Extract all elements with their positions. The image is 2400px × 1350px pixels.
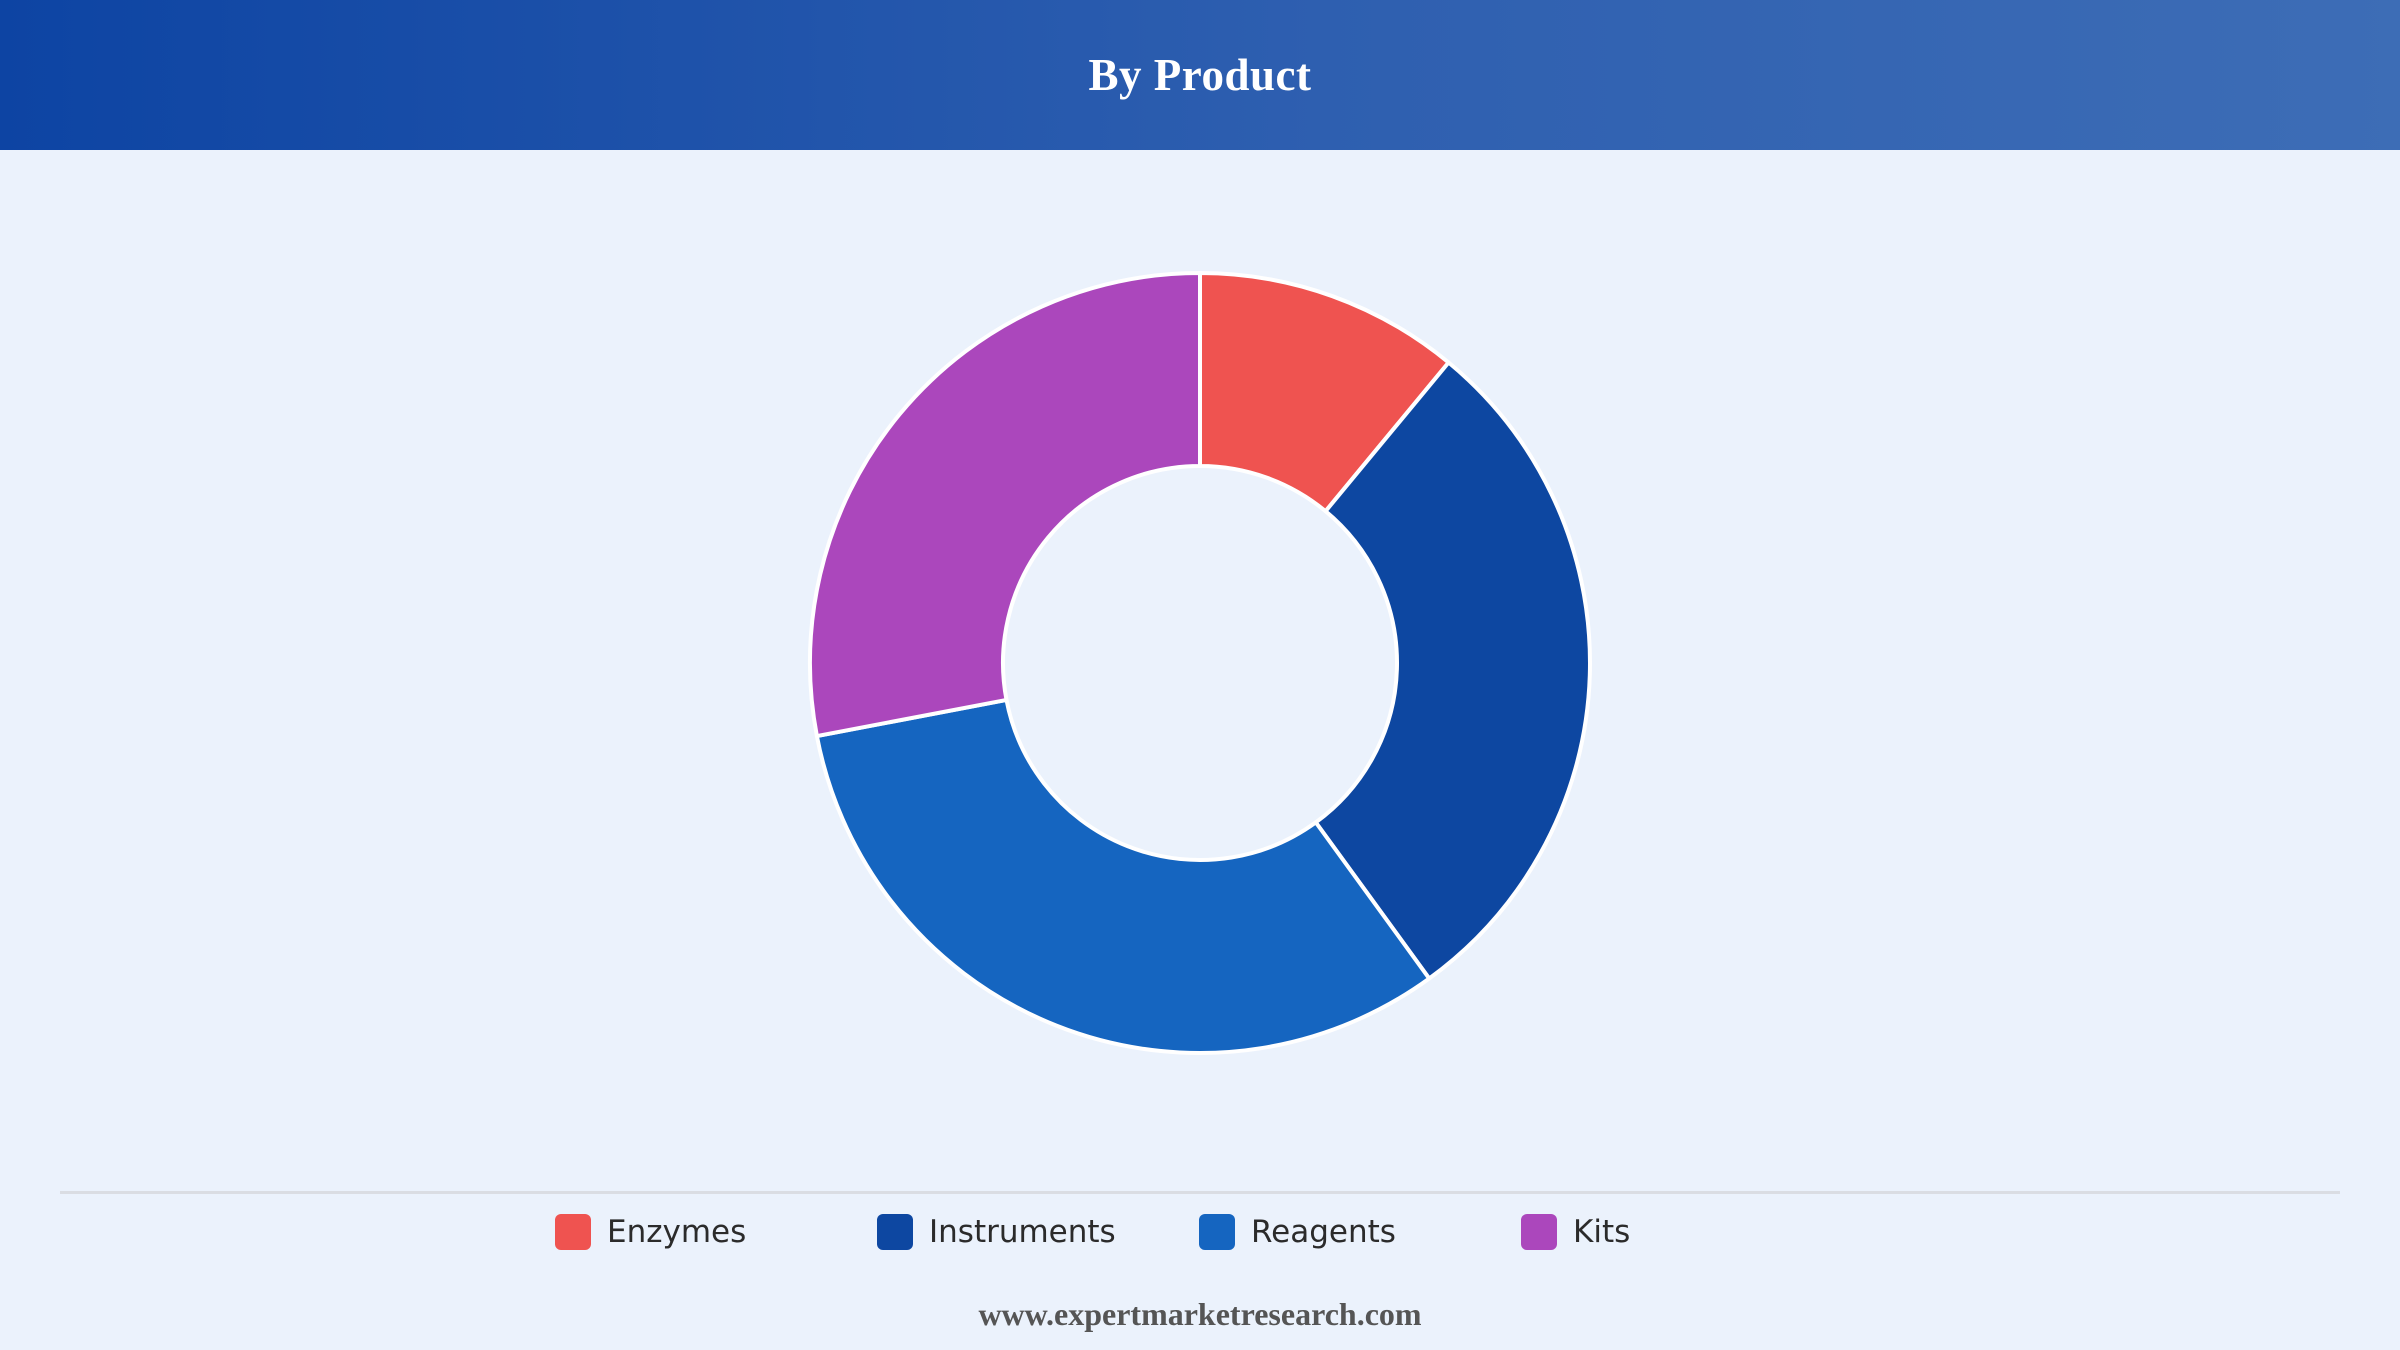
- donut-chart: [808, 271, 1592, 1056]
- legend-swatch: [1199, 1214, 1235, 1250]
- donut-slice-instruments[interactable]: [1313, 360, 1592, 981]
- legend-label: Instruments: [929, 1214, 1116, 1250]
- chart-header: By Product: [0, 0, 2400, 150]
- legend-label: Enzymes: [607, 1214, 747, 1250]
- legend-label: Kits: [1573, 1214, 1631, 1250]
- donut-slice-reagents[interactable]: [814, 697, 1432, 1056]
- legend-item-instruments[interactable]: Instruments: [877, 1214, 1199, 1250]
- legend-swatch: [1521, 1214, 1557, 1250]
- source-footer: www.expertmarketresearch.com: [978, 1296, 1422, 1332]
- legend-swatch: [877, 1214, 913, 1250]
- legend-label: Reagents: [1251, 1214, 1396, 1250]
- legend-item-reagents[interactable]: Reagents: [1199, 1214, 1521, 1250]
- legend-item-kits[interactable]: Kits: [1521, 1214, 1843, 1250]
- legend-divider: [60, 1191, 2340, 1194]
- donut-slice-enzymes[interactable]: [1198, 271, 1451, 514]
- donut-slice-kits[interactable]: [808, 271, 1202, 739]
- chart-area: [0, 150, 2400, 1190]
- legend-item-enzymes[interactable]: Enzymes: [555, 1214, 877, 1250]
- chart-legend: Enzymes Instruments Reagents Kits: [555, 1210, 1843, 1254]
- legend-swatch: [555, 1214, 591, 1250]
- chart-title: By Product: [1088, 50, 1312, 100]
